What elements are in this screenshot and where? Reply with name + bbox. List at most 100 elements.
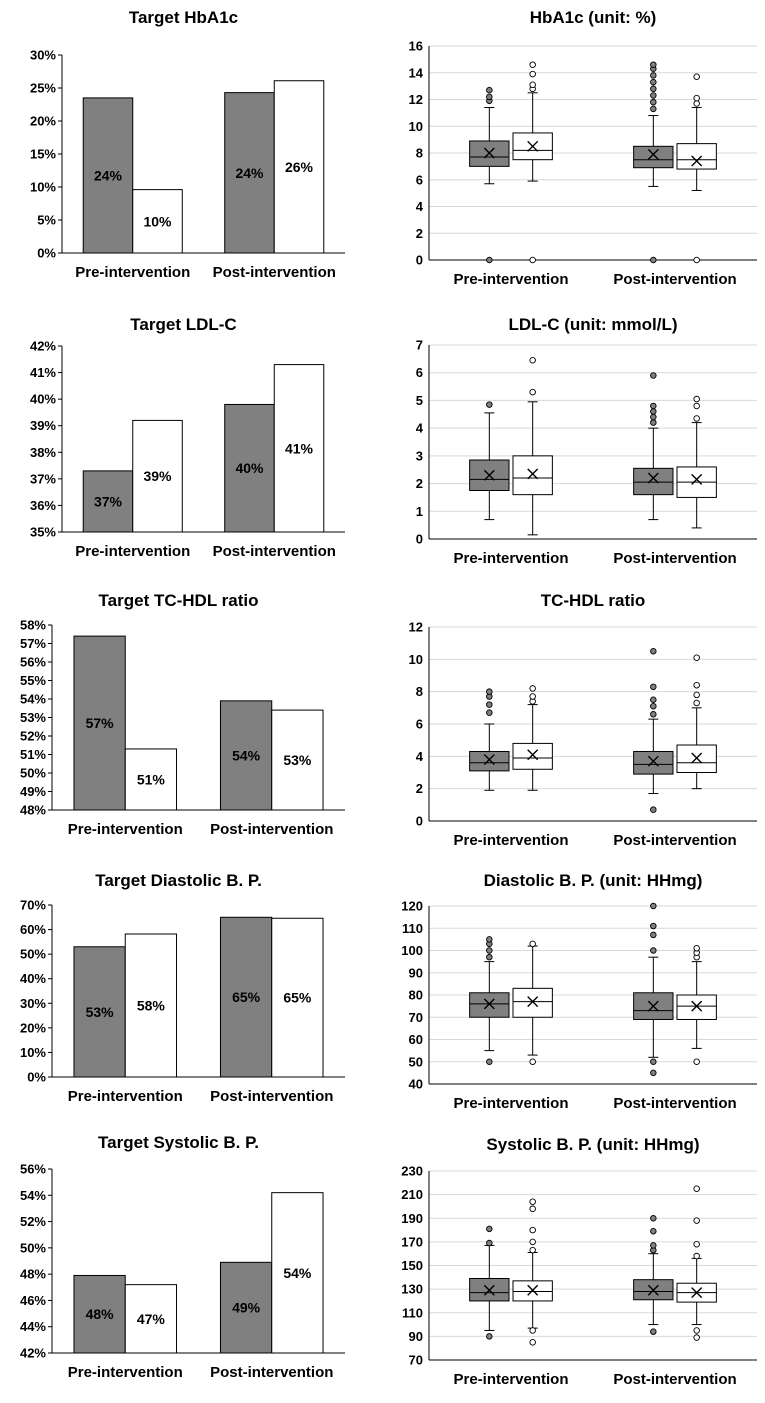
outlier-point <box>693 1217 700 1224</box>
y-tick-label: 12 <box>409 92 423 107</box>
data-label: 39% <box>143 468 172 484</box>
y-tick-label: 5% <box>37 213 56 228</box>
box-iqr <box>469 750 510 772</box>
x-category-label: Pre-intervention <box>453 1095 568 1112</box>
outlier-point <box>693 1334 700 1341</box>
y-tick-label: 230 <box>401 1164 423 1179</box>
x-category-label: Post-intervention <box>613 271 736 288</box>
y-tick-label: 0% <box>37 246 56 261</box>
box-iqr <box>676 994 717 1020</box>
outlier-point <box>529 1238 536 1246</box>
data-label: 54% <box>232 747 261 763</box>
outlier-point <box>529 256 536 264</box>
outlier-point <box>486 256 493 264</box>
y-tick-label: 10% <box>30 180 56 195</box>
outlier-point <box>529 81 536 89</box>
data-label: 65% <box>232 989 261 1005</box>
data-label: 47% <box>137 1311 166 1327</box>
outlier-point <box>650 947 657 954</box>
outlier-point <box>650 372 657 379</box>
outlier-point <box>529 940 536 948</box>
y-tick-label: 0 <box>416 814 423 829</box>
outlier-point <box>650 647 657 655</box>
chart-tc-hdl-ratio-box: TC-HDL ratio 0 2 4 6 8 10 12 Pre-intervention Pos… <box>382 570 765 850</box>
chart-ldl-c-box: LDL-C (unit: mmol/L) 0 1 2 3 4 5 6 7 Pre-interven… <box>382 285 765 570</box>
chart-title: Systolic B. P. (unit: HHmg) <box>486 1135 699 1154</box>
y-tick-label: 7 <box>416 338 423 353</box>
y-tick-label: 56% <box>20 1162 46 1177</box>
chart-svg: Diastolic B. P. (unit: HHmg) 40 50 60 70 80 90… <box>401 871 757 1112</box>
outlier-point <box>693 1327 700 1334</box>
chart-target-tc-hdl-ratio: Target TC-HDL ratio 48% 49% 50% 51% 52% 53% 54%… <box>0 570 382 850</box>
y-tick-label: 58% <box>20 618 46 633</box>
box-pre-intervention-white <box>512 356 553 536</box>
box-iqr <box>512 742 553 770</box>
y-tick-label: 70 <box>409 1010 423 1025</box>
outlier-point <box>693 691 700 699</box>
outlier-point <box>650 702 657 710</box>
outlier-point <box>486 1239 493 1247</box>
mean-marker <box>691 155 703 167</box>
y-tick-label: 90 <box>409 965 423 980</box>
outlier-point <box>693 395 700 403</box>
x-category-label: Pre-intervention <box>453 550 568 567</box>
y-tick-label: 51% <box>20 747 46 762</box>
outlier-point <box>529 685 536 692</box>
y-tick-label: 40 <box>409 1077 423 1092</box>
y-tick-label: 10% <box>20 1045 46 1060</box>
y-tick-label: 210 <box>401 1187 423 1202</box>
y-tick-label: 2 <box>416 226 423 241</box>
y-tick-label: 70% <box>20 898 46 913</box>
x-category-label: Pre-intervention <box>68 821 183 838</box>
y-tick-label: 25% <box>30 81 56 96</box>
mean-marker <box>647 1000 659 1012</box>
chart-svg: LDL-C (unit: mmol/L) 0 1 2 3 4 5 6 7 Pre-interven… <box>416 315 757 567</box>
mean-marker <box>527 140 539 152</box>
outlier-point <box>529 1058 536 1065</box>
y-tick-label: 90 <box>409 1329 423 1344</box>
outlier-point <box>486 936 493 943</box>
outlier-point <box>693 256 700 264</box>
mean-marker <box>483 754 495 766</box>
y-tick-label: 57% <box>20 636 46 651</box>
bar-pre-intervention-grey <box>73 635 126 811</box>
y-tick-label: 2 <box>416 781 423 796</box>
x-category-label: Pre-intervention <box>453 271 568 288</box>
outlier-point <box>650 98 657 106</box>
outlier-point <box>650 931 657 939</box>
mean-marker <box>691 473 703 485</box>
y-tick-label: 53% <box>20 710 46 725</box>
outlier-point <box>650 85 657 93</box>
y-tick-label: 48% <box>20 803 46 818</box>
outlier-point <box>650 419 657 426</box>
data-label: 51% <box>137 771 166 787</box>
y-tick-label: 6 <box>416 717 423 732</box>
box-post-intervention-grey <box>633 372 674 521</box>
y-tick-label: 54% <box>20 692 46 707</box>
data-label: 58% <box>137 997 166 1013</box>
y-tick-label: 50 <box>409 1054 423 1069</box>
mean-marker <box>647 472 659 484</box>
bar-pre-intervention-white <box>132 189 183 254</box>
box-post-intervention-white <box>676 395 717 529</box>
data-label: 24% <box>94 167 123 183</box>
chart-svg: Systolic B. P. (unit: HHmg) 70 90 110 130 150… <box>401 1135 757 1388</box>
outlier-point <box>693 1240 700 1248</box>
box-post-intervention-grey <box>633 902 674 1077</box>
chart-target-systolic-bp: Target Systolic B. P. 42% 44% 46% 48% 50% 52% 5… <box>0 1130 382 1403</box>
x-category-label: Pre-intervention <box>68 1364 183 1381</box>
box-pre-intervention-white <box>512 940 553 1065</box>
y-tick-label: 10 <box>409 652 423 667</box>
y-tick-label: 60 <box>409 1032 423 1047</box>
mean-marker <box>691 752 703 764</box>
y-tick-label: 20% <box>30 114 56 129</box>
box-iqr <box>633 750 674 775</box>
y-tick-label: 6 <box>416 172 423 187</box>
outlier-point <box>529 1246 536 1254</box>
outlier-point <box>529 356 536 364</box>
x-category-label: Post-intervention <box>613 1095 736 1112</box>
box-iqr <box>676 143 717 170</box>
mean-marker <box>483 1284 495 1296</box>
bar-post-intervention-grey <box>219 1261 273 1354</box>
box-iqr <box>633 467 674 496</box>
